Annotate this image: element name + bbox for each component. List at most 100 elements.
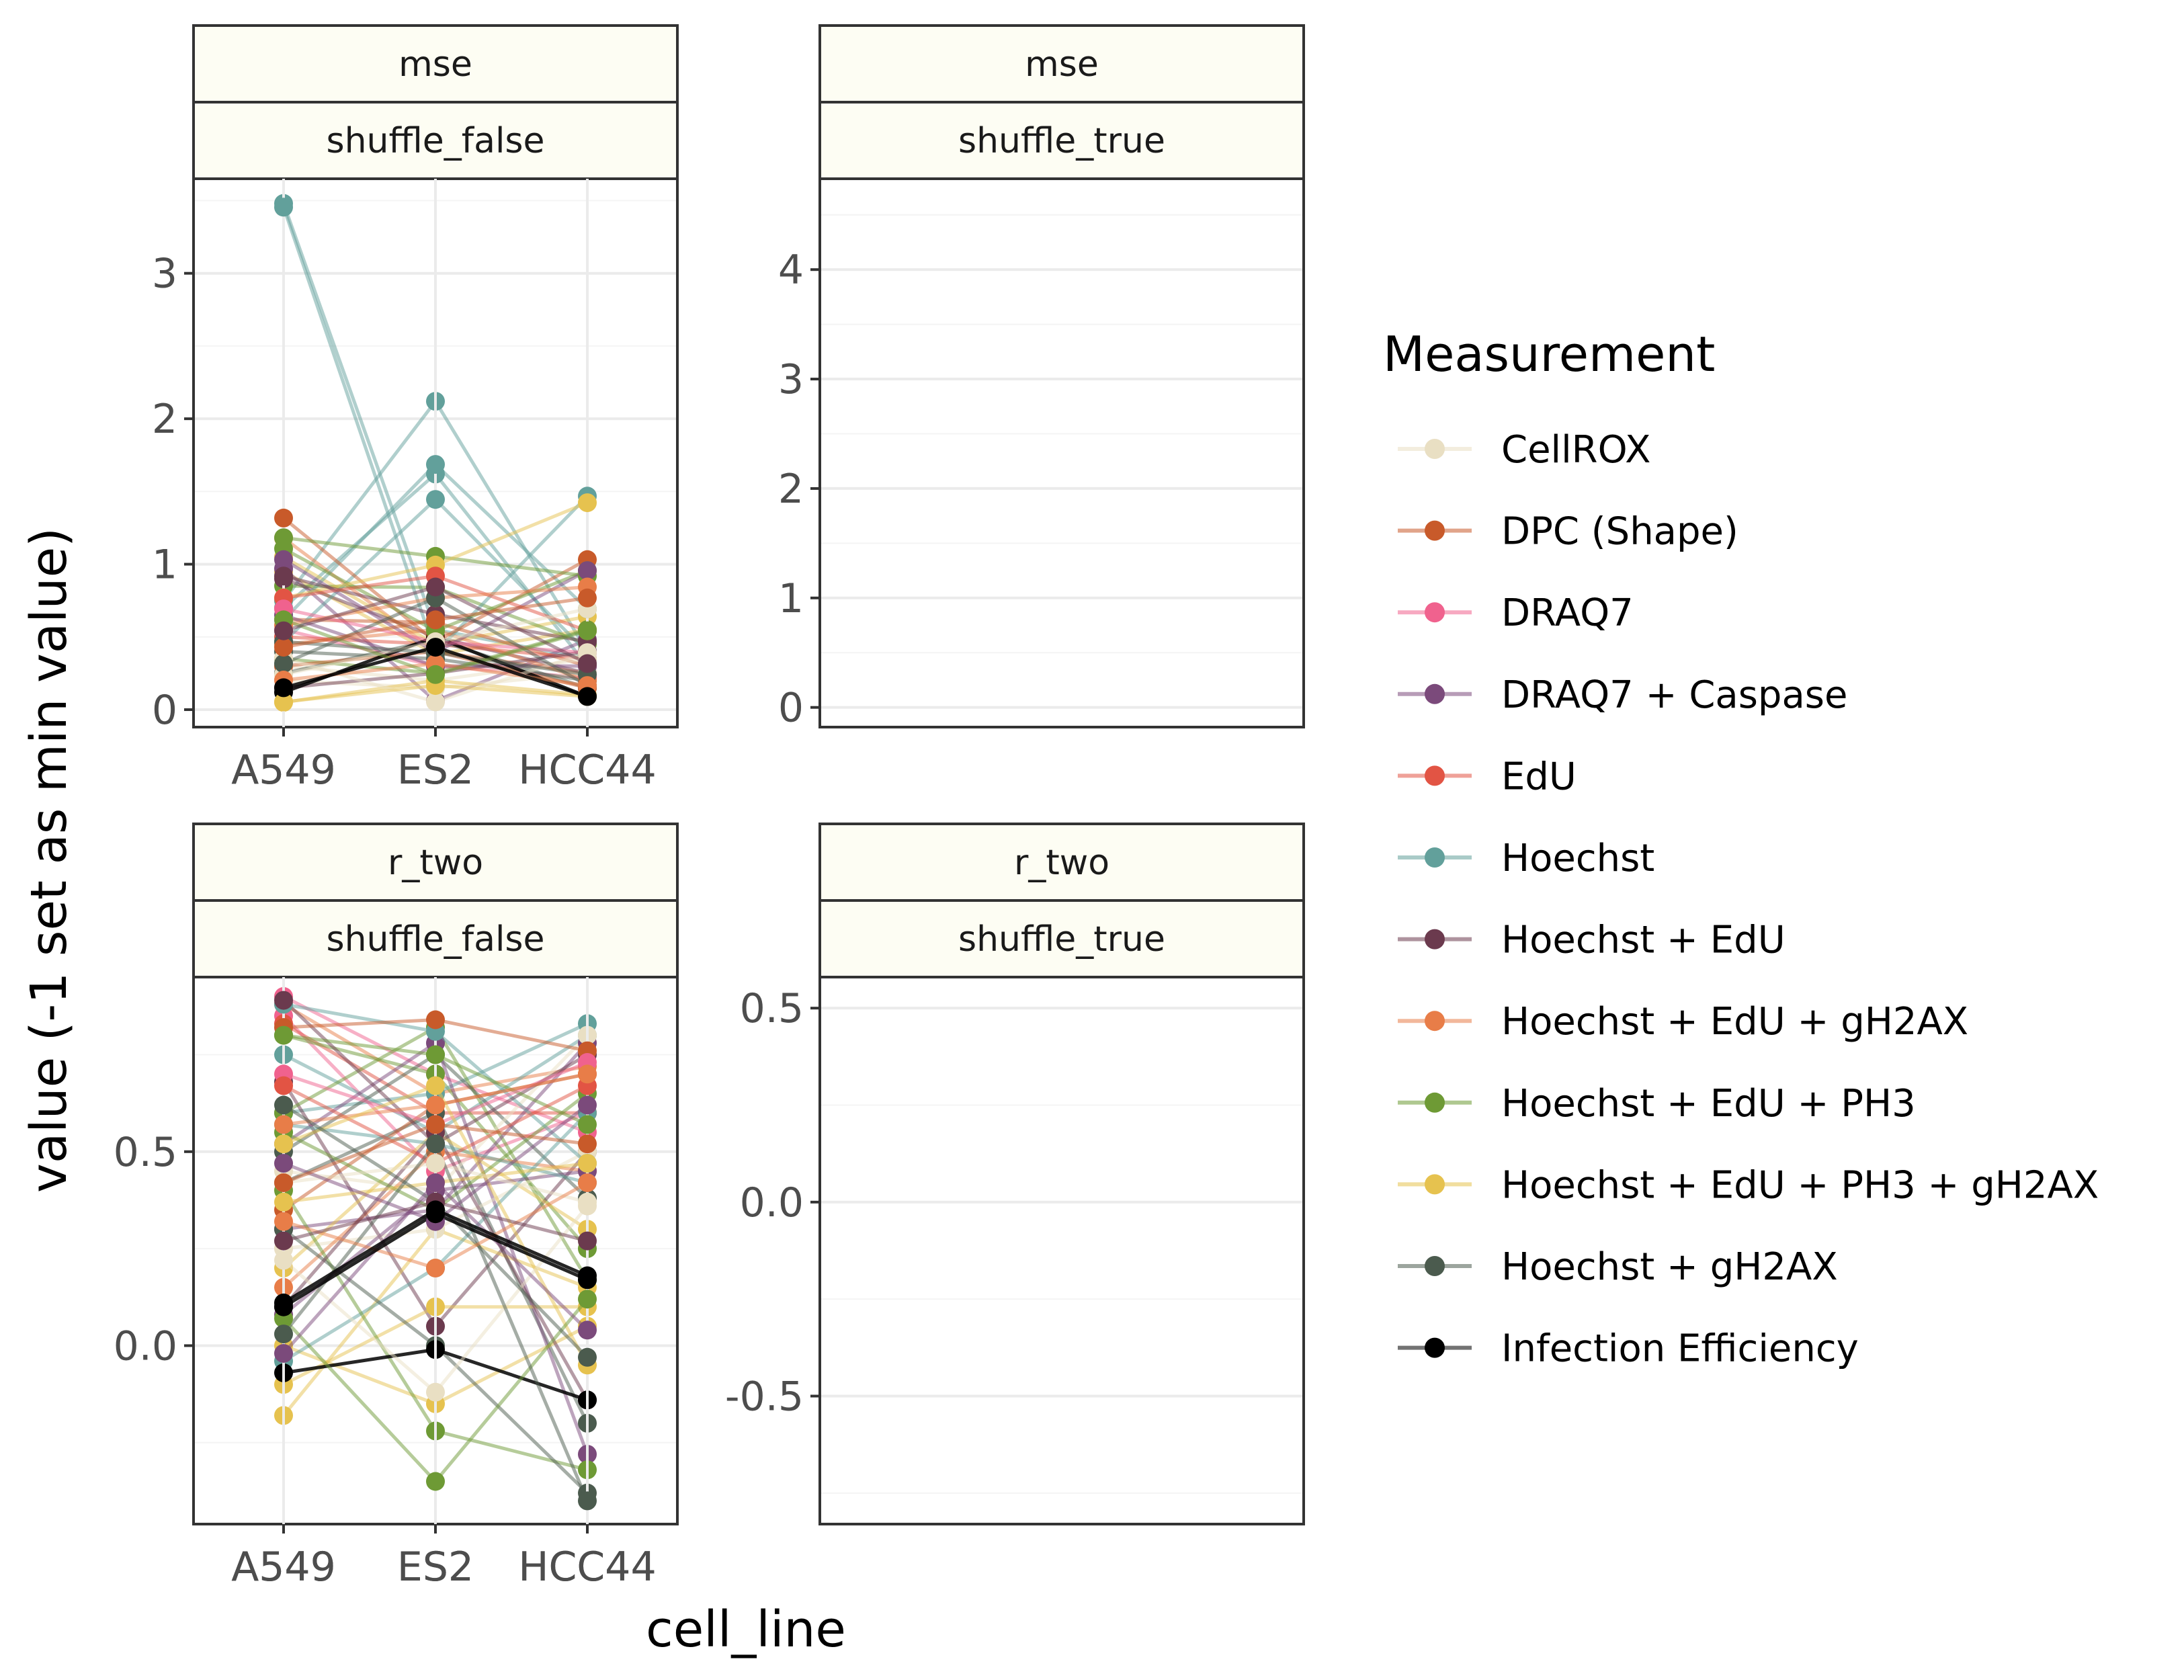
legend: CellROX DPC (Shape) DRAQ7 DRAQ7 + Caspase Ed… xyxy=(1398,428,2099,1371)
panels-layer: mse shuffle_false 0 1 2 3 A549 ES2 HCC44 mse shuff… xyxy=(114,24,1305,1591)
y-tick-label: 2 xyxy=(778,466,804,513)
legend-item: Hoechst + EdU + gH2AX xyxy=(1398,1000,1968,1044)
legend-label: EdU xyxy=(1501,755,1577,798)
data-point xyxy=(274,1095,293,1115)
y-tick-label: 0.5 xyxy=(740,985,804,1032)
legend-label: Hoechst + EdU xyxy=(1501,919,1786,962)
data-point xyxy=(426,1115,445,1134)
facet-strip-label: r_two xyxy=(388,843,483,883)
legend-key-point xyxy=(1425,929,1445,950)
x-tick-label: HCC44 xyxy=(518,1544,656,1591)
data-point xyxy=(274,1115,293,1134)
y-tick-label: 0 xyxy=(152,687,177,734)
data-point xyxy=(426,1134,445,1154)
x-tick-label: ES2 xyxy=(397,747,474,794)
legend-key-point xyxy=(1425,765,1445,786)
x-tick-label: HCC44 xyxy=(518,747,656,794)
legend-item: Hoechst + EdU + PH3 xyxy=(1398,1082,1916,1126)
data-point xyxy=(578,1290,597,1309)
legend-label: Hoechst + EdU + PH3 xyxy=(1501,1082,1916,1126)
series-points xyxy=(274,991,597,1511)
series-points xyxy=(274,198,597,712)
data-point xyxy=(274,654,293,673)
data-point xyxy=(426,638,445,657)
y-tick-label: 0 xyxy=(778,685,804,732)
data-point xyxy=(274,1344,293,1363)
legend-label: CellROX xyxy=(1501,428,1650,472)
data-point xyxy=(274,1025,293,1045)
legend-key-point xyxy=(1425,520,1445,541)
legend-key-point xyxy=(1425,439,1445,459)
x-tick-label: A549 xyxy=(231,747,336,794)
x-tick-label: ES2 xyxy=(397,1544,474,1591)
data-point xyxy=(578,621,597,640)
data-point xyxy=(578,1231,597,1251)
data-point xyxy=(426,490,445,509)
facet-strip-label: shuffle_false xyxy=(327,919,545,960)
y-tick-label: 3 xyxy=(152,251,177,298)
x-tick-label: A549 xyxy=(231,1544,336,1591)
data-point xyxy=(274,991,293,1010)
data-point xyxy=(426,1045,445,1064)
data-point xyxy=(426,455,445,474)
facet-strip xyxy=(192,24,679,103)
data-point xyxy=(426,692,445,712)
data-point xyxy=(578,687,597,706)
data-point xyxy=(578,1270,597,1290)
data-point xyxy=(426,1382,445,1402)
x-tick-label: ES2 xyxy=(397,1544,474,1591)
y-tick-label: -0.5 xyxy=(725,1373,804,1420)
x-tick-label: HCC44 xyxy=(518,1544,656,1591)
panel: mse shuffle_true 0 1 2 3 4 A549 ES2 HCC44 xyxy=(231,24,1305,794)
data-point xyxy=(578,1095,597,1115)
legend-label: Infection Efficiency xyxy=(1501,1327,1859,1371)
data-point xyxy=(274,638,293,657)
facet-strip xyxy=(192,101,679,180)
y-tick-label: 0.0 xyxy=(114,1322,177,1370)
legend-title: Measurement xyxy=(1383,326,1715,382)
legend-item: Hoechst + EdU + PH3 + gH2AX xyxy=(1398,1163,2099,1207)
legend-item: CellROX xyxy=(1398,428,1650,472)
data-point xyxy=(274,1212,293,1231)
data-point xyxy=(578,588,597,607)
data-point xyxy=(274,566,293,586)
data-point xyxy=(426,1204,445,1224)
data-point xyxy=(578,493,597,513)
panel-border xyxy=(818,177,1305,728)
data-point xyxy=(426,1076,445,1095)
legend-key-point xyxy=(1425,1174,1445,1195)
data-point xyxy=(426,610,445,630)
legend-label: Hoechst xyxy=(1501,837,1654,880)
legend-key-point xyxy=(1425,683,1445,704)
data-point xyxy=(274,1325,293,1344)
data-point xyxy=(274,1251,293,1270)
facet-strip-label: shuffle_true xyxy=(958,919,1165,960)
facet-strip xyxy=(818,823,1305,902)
y-tick-label: 0.5 xyxy=(114,1129,177,1176)
data-point xyxy=(426,1259,445,1277)
data-point xyxy=(426,1472,445,1491)
data-point xyxy=(578,1320,597,1340)
facet-strip-label: mse xyxy=(1025,44,1099,85)
legend-key-point xyxy=(1425,1092,1445,1113)
panel: mse shuffle_false 0 1 2 3 A549 ES2 HCC44 xyxy=(152,24,679,794)
data-point xyxy=(426,1173,445,1192)
data-point xyxy=(274,198,293,217)
data-point xyxy=(274,1134,293,1154)
data-point xyxy=(274,1192,293,1212)
facet-strip-label: r_two xyxy=(1014,843,1109,883)
panel-border xyxy=(818,976,1305,1525)
facet-strip-label: mse xyxy=(398,44,472,85)
facet-strip xyxy=(192,823,679,902)
legend-label: Hoechst + EdU + gH2AX xyxy=(1501,1000,1968,1044)
y-tick-label: 4 xyxy=(778,247,804,294)
y-tick-label: 0.0 xyxy=(740,1179,804,1226)
data-point xyxy=(426,577,445,597)
legend-key-point xyxy=(1425,602,1445,623)
y-tick-label: 1 xyxy=(152,542,177,589)
y-tick-label: 1 xyxy=(778,575,804,622)
x-tick-label: A549 xyxy=(231,1544,336,1591)
data-point xyxy=(274,1173,293,1192)
legend-item: DRAQ7 + Caspase xyxy=(1398,673,1847,717)
